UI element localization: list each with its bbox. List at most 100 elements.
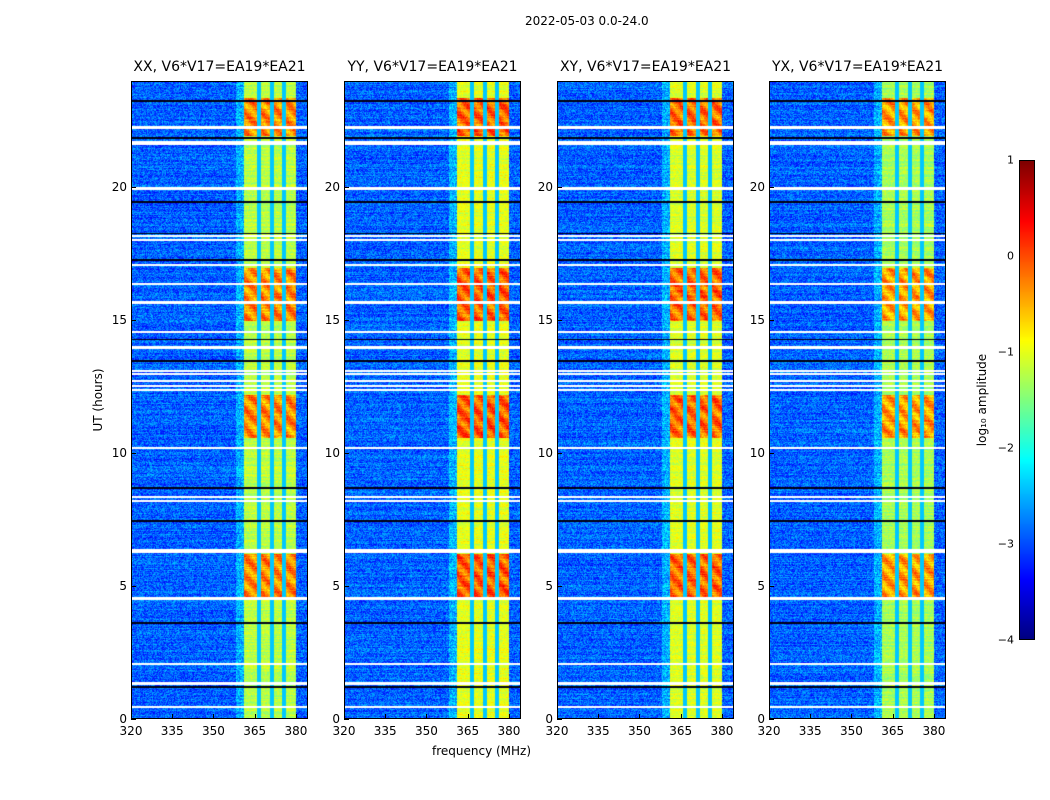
spectrogram-image bbox=[345, 82, 520, 718]
y-tick-label: 0 bbox=[545, 712, 553, 726]
x-tick-label: 365 bbox=[243, 724, 267, 738]
x-tick-label: 335 bbox=[373, 724, 397, 738]
y-tick bbox=[131, 453, 136, 455]
colorbar-tick-label: −4 bbox=[997, 633, 1014, 647]
y-tick-label: 10 bbox=[537, 446, 553, 461]
spectrogram-image bbox=[558, 82, 733, 718]
x-tick-label: 320 bbox=[757, 724, 781, 738]
y-tick bbox=[131, 586, 136, 588]
colorbar-tick-label: 1 bbox=[1007, 153, 1014, 167]
y-tick bbox=[131, 320, 136, 322]
x-tick bbox=[810, 714, 812, 719]
spectrogram-image bbox=[132, 82, 307, 718]
x-tick-label: 365 bbox=[881, 724, 905, 738]
colorbar-tick-label: −1 bbox=[997, 345, 1014, 359]
x-tick-label: 380 bbox=[284, 724, 308, 738]
x-tick-label: 320 bbox=[545, 724, 569, 738]
y-tick-label: 20 bbox=[749, 180, 765, 195]
spectrogram-image bbox=[770, 82, 945, 718]
y-tick bbox=[557, 719, 562, 720]
y-tick bbox=[769, 586, 774, 588]
panel-title: YX, V6*V17=EA19*EA21 bbox=[771, 59, 944, 75]
y-tick-label: 15 bbox=[749, 313, 765, 328]
x-tick-label: 320 bbox=[119, 724, 143, 738]
x-tick bbox=[598, 714, 600, 719]
x-tick bbox=[131, 714, 132, 719]
y-tick bbox=[344, 586, 349, 588]
y-tick bbox=[557, 453, 562, 455]
suptitle: 2022-05-03 0.0-24.0 bbox=[525, 14, 649, 28]
x-tick-label: 350 bbox=[202, 724, 225, 738]
y-tick bbox=[131, 187, 136, 189]
x-tick-label: 350 bbox=[415, 724, 438, 738]
y-tick-label: 5 bbox=[757, 579, 765, 594]
x-tick bbox=[295, 714, 297, 719]
x-tick-label: 380 bbox=[922, 724, 946, 738]
x-tick bbox=[933, 714, 935, 719]
y-tick bbox=[344, 453, 349, 455]
y-tick-label: 0 bbox=[757, 712, 765, 726]
y-tick-label: 20 bbox=[537, 180, 553, 195]
x-tick bbox=[344, 714, 345, 719]
spectrogram-panel bbox=[769, 81, 946, 719]
y-tick-label: 0 bbox=[119, 712, 127, 726]
y-tick-label: 15 bbox=[324, 313, 340, 328]
x-tick bbox=[426, 714, 428, 719]
y-tick bbox=[557, 586, 562, 588]
y-axis-label: UT (hours) bbox=[91, 368, 105, 432]
x-tick-label: 335 bbox=[160, 724, 184, 738]
y-tick bbox=[769, 719, 774, 720]
x-tick-label: 350 bbox=[628, 724, 651, 738]
y-tick-label: 10 bbox=[749, 446, 765, 461]
colorbar-tick-label: −3 bbox=[997, 537, 1014, 551]
spectrogram-panel bbox=[131, 81, 308, 719]
x-tick bbox=[172, 714, 174, 719]
x-tick bbox=[254, 714, 256, 719]
panel-title: XY, V6*V17=EA19*EA21 bbox=[559, 59, 732, 75]
y-tick bbox=[769, 187, 774, 189]
y-tick bbox=[557, 320, 562, 322]
y-tick-label: 20 bbox=[324, 180, 340, 195]
y-tick bbox=[344, 187, 349, 189]
y-tick bbox=[344, 719, 349, 720]
colorbar-tick-label: −2 bbox=[997, 441, 1014, 455]
y-tick bbox=[769, 453, 774, 455]
x-tick bbox=[557, 714, 558, 719]
spectrogram-panel bbox=[557, 81, 734, 719]
y-tick-label: 10 bbox=[324, 446, 340, 461]
panel-title: XX, V6*V17=EA19*EA21 bbox=[133, 59, 306, 75]
y-tick-label: 5 bbox=[545, 579, 553, 594]
colorbar-label: log₁₀ amplitude bbox=[975, 353, 989, 447]
x-tick-label: 380 bbox=[710, 724, 734, 738]
x-tick bbox=[721, 714, 723, 719]
y-tick bbox=[769, 320, 774, 322]
y-tick-label: 10 bbox=[111, 446, 127, 461]
x-tick-label: 365 bbox=[456, 724, 480, 738]
y-tick bbox=[131, 719, 136, 720]
y-tick bbox=[557, 187, 562, 189]
x-tick bbox=[385, 714, 387, 719]
y-tick-label: 5 bbox=[332, 579, 340, 594]
x-tick-label: 320 bbox=[332, 724, 356, 738]
x-axis-label: frequency (MHz) bbox=[432, 744, 532, 758]
colorbar-tick-label: 0 bbox=[1007, 249, 1014, 263]
colorbar bbox=[1019, 160, 1035, 640]
x-tick bbox=[213, 714, 215, 719]
y-tick-label: 0 bbox=[332, 712, 340, 726]
x-tick bbox=[467, 714, 469, 719]
x-tick bbox=[851, 714, 853, 719]
x-tick-label: 380 bbox=[497, 724, 521, 738]
x-tick bbox=[680, 714, 682, 719]
y-tick-label: 15 bbox=[111, 313, 127, 328]
y-tick-label: 15 bbox=[537, 313, 553, 328]
x-tick-label: 335 bbox=[586, 724, 610, 738]
x-tick bbox=[892, 714, 894, 719]
y-tick bbox=[344, 320, 349, 322]
y-tick-label: 20 bbox=[111, 180, 127, 195]
x-tick-label: 365 bbox=[669, 724, 693, 738]
x-tick bbox=[508, 714, 510, 719]
panel-title: YY, V6*V17=EA19*EA21 bbox=[347, 59, 518, 75]
spectrogram-panel bbox=[344, 81, 521, 719]
x-tick-label: 350 bbox=[840, 724, 863, 738]
